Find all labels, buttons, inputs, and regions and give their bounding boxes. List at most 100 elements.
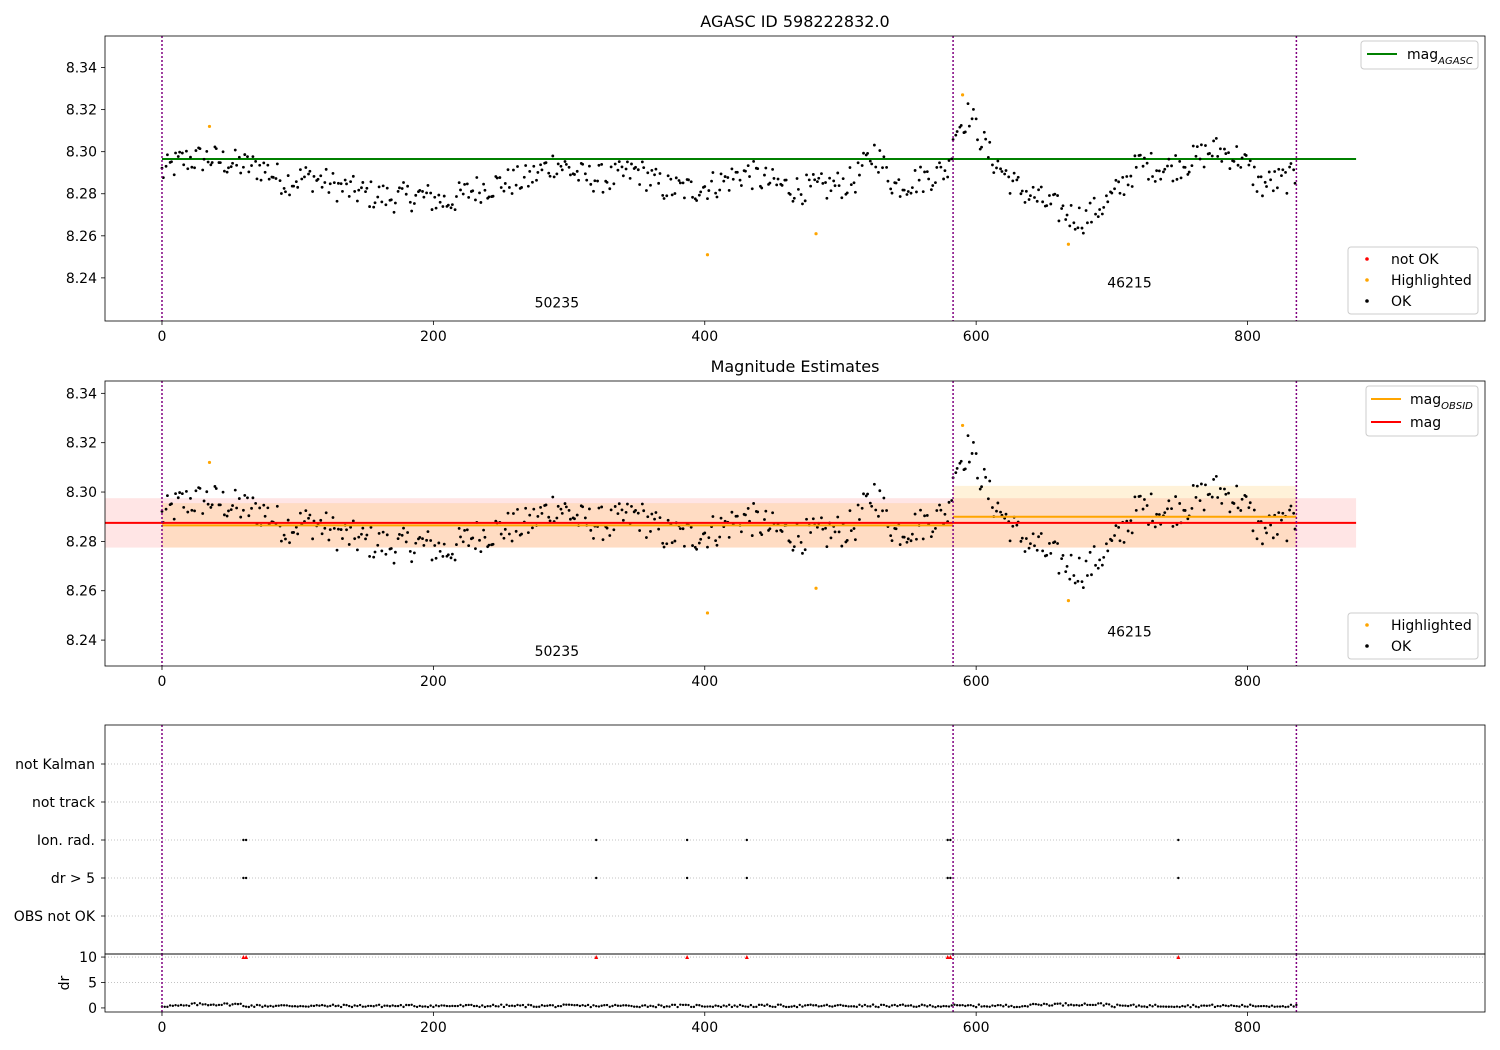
- ok-point: [1190, 506, 1194, 510]
- ok-point: [457, 181, 461, 185]
- ok-point: [347, 543, 351, 546]
- ok-point: [1090, 573, 1093, 577]
- ok-point: [246, 496, 249, 500]
- ok-point: [487, 543, 491, 547]
- ok-point: [824, 526, 827, 530]
- ok-point: [243, 153, 247, 156]
- x-tick-label: 200: [420, 1020, 447, 1036]
- ok-point: [418, 188, 422, 192]
- ok-point: [1251, 183, 1255, 187]
- ok-point: [380, 549, 384, 553]
- ok-point: [718, 188, 722, 192]
- ok-point: [1060, 207, 1064, 210]
- ok-point: [544, 161, 548, 165]
- dr-point: [1029, 1003, 1032, 1006]
- dr-point: [1126, 1004, 1130, 1008]
- dr-point: [472, 1004, 476, 1008]
- ok-point: [897, 178, 901, 182]
- dr-point: [554, 1005, 557, 1009]
- ok-point: [849, 529, 853, 533]
- dr-point: [369, 1004, 373, 1008]
- dr-point: [339, 1005, 343, 1009]
- ok-point: [294, 180, 298, 184]
- flag-point: [244, 876, 248, 880]
- ok-point: [963, 130, 967, 134]
- ok-point: [1096, 215, 1100, 219]
- ok-point: [1200, 143, 1203, 147]
- dr-point: [622, 1004, 625, 1007]
- dr-point: [820, 1004, 823, 1008]
- flag-point: [745, 838, 749, 842]
- ok-point: [1081, 231, 1085, 235]
- ok-point: [902, 535, 906, 539]
- ok-point: [1086, 221, 1089, 225]
- ok-point: [809, 531, 813, 534]
- ok-point: [1239, 165, 1243, 169]
- ok-point: [1029, 542, 1032, 546]
- axes-frame: [104, 35, 1486, 322]
- dr-point: [787, 1005, 791, 1009]
- ok-point: [336, 527, 340, 531]
- ok-point: [1263, 526, 1267, 530]
- ok-point: [251, 496, 255, 500]
- ok-point: [984, 475, 988, 479]
- ok-point: [1224, 492, 1228, 496]
- ok-point: [935, 166, 939, 169]
- ok-point: [1094, 212, 1097, 216]
- dr-point: [939, 1005, 943, 1008]
- ok-point: [1068, 224, 1072, 228]
- dr-point: [244, 1005, 248, 1008]
- dr-point: [174, 1003, 177, 1007]
- ok-point: [673, 539, 677, 543]
- ok-point: [980, 485, 983, 489]
- dr-point: [966, 1004, 970, 1007]
- dr-point: [269, 1004, 272, 1008]
- ok-point: [1003, 172, 1007, 176]
- ok-point: [479, 550, 483, 554]
- ok-point: [796, 187, 800, 191]
- ok-point: [1223, 147, 1226, 151]
- ok-point: [1073, 581, 1077, 585]
- dr-point: [866, 1005, 869, 1008]
- dr-point: [643, 1004, 647, 1007]
- ok-point: [646, 171, 650, 175]
- ok-point: [425, 538, 428, 542]
- ok-point: [585, 178, 589, 182]
- legend-label-ok: OK: [1391, 294, 1412, 310]
- ok-point: [581, 162, 585, 166]
- ok-point: [247, 514, 251, 518]
- ok-point: [620, 165, 624, 169]
- dr-point: [1135, 1005, 1138, 1008]
- ok-point: [180, 492, 184, 496]
- dr-point: [755, 1005, 758, 1009]
- highlighted-point: [1066, 242, 1071, 246]
- dr-point: [961, 1003, 964, 1007]
- dr-point: [434, 1004, 438, 1007]
- ok-point: [821, 181, 825, 185]
- ok-point: [266, 163, 270, 167]
- ok-point: [271, 175, 275, 179]
- dr-point: [168, 1004, 172, 1007]
- dr-point: [247, 1005, 251, 1009]
- ok-point: [573, 517, 576, 521]
- ok-point: [727, 536, 731, 539]
- dr-point: [538, 1005, 541, 1008]
- dr-point: [543, 1004, 546, 1008]
- ok-point: [653, 173, 656, 177]
- dr-point: [969, 1003, 972, 1007]
- ok-point: [991, 163, 994, 167]
- dr-point: [1173, 1005, 1176, 1009]
- ok-point: [520, 532, 523, 536]
- dr-point: [1268, 1005, 1271, 1009]
- ok-point: [848, 509, 852, 513]
- ok-point: [934, 181, 937, 185]
- dr-point: [784, 1005, 788, 1009]
- ok-point: [972, 440, 975, 444]
- ok-point: [840, 196, 844, 200]
- ok-point: [929, 535, 933, 539]
- dr-point: [312, 1004, 316, 1008]
- ok-point: [683, 196, 686, 200]
- ok-point: [1155, 512, 1159, 516]
- dr-point: [1116, 1003, 1119, 1006]
- ok-point: [634, 165, 637, 169]
